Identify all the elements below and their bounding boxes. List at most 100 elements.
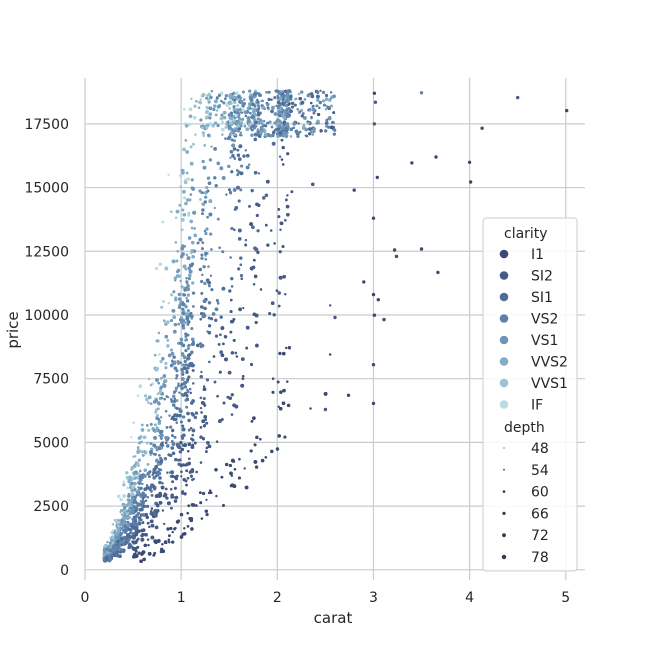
data-point: [207, 134, 210, 137]
data-point: [246, 154, 249, 157]
data-point: [244, 125, 246, 127]
data-point: [237, 267, 240, 270]
data-point: [277, 381, 280, 384]
data-point: [132, 421, 134, 423]
data-point: [160, 416, 162, 418]
data-point: [223, 116, 227, 120]
data-point: [182, 364, 185, 367]
data-point: [181, 490, 184, 493]
data-point: [274, 129, 277, 132]
data-point: [213, 104, 216, 107]
data-point: [190, 98, 192, 100]
data-point: [313, 109, 316, 112]
data-point: [225, 126, 228, 129]
data-point: [185, 280, 188, 283]
data-point: [332, 111, 335, 114]
data-point: [257, 101, 259, 103]
data-point: [276, 447, 279, 450]
data-point: [127, 480, 130, 483]
data-point: [191, 317, 193, 319]
data-point: [164, 457, 167, 460]
data-point: [163, 523, 165, 525]
data-point: [209, 213, 213, 217]
data-point: [162, 550, 165, 553]
data-point: [206, 106, 209, 109]
data-point: [203, 166, 207, 170]
data-point: [221, 121, 223, 123]
data-point: [141, 428, 144, 431]
data-point: [192, 429, 196, 433]
data-point: [258, 107, 260, 109]
data-point: [181, 308, 184, 311]
data-point: [174, 366, 177, 369]
data-point: [271, 99, 273, 101]
data-point: [189, 270, 193, 274]
data-point: [290, 190, 293, 193]
data-point: [274, 121, 277, 124]
data-point: [272, 378, 274, 380]
data-point: [178, 391, 180, 393]
data-point: [250, 267, 254, 271]
data-point: [254, 275, 257, 278]
data-point: [171, 429, 174, 432]
data-point: [199, 318, 202, 321]
data-point: [238, 200, 241, 203]
data-point: [190, 427, 192, 429]
data-point: [192, 187, 195, 190]
data-point: [230, 310, 233, 313]
data-point: [183, 108, 185, 110]
data-point: [294, 104, 297, 107]
data-point: [184, 349, 187, 352]
data-point: [329, 304, 331, 306]
data-point: [279, 407, 282, 410]
data-point: [221, 326, 225, 330]
data-point: [202, 160, 205, 163]
data-point: [192, 143, 195, 146]
data-point: [192, 382, 195, 385]
data-point: [242, 377, 245, 380]
data-point: [181, 229, 183, 231]
data-point: [220, 91, 224, 95]
data-point: [195, 100, 197, 102]
data-point: [206, 252, 208, 254]
data-point: [262, 196, 265, 199]
data-point: [229, 107, 231, 109]
data-point: [172, 403, 175, 406]
data-point: [239, 188, 242, 191]
data-point: [199, 501, 202, 504]
data-point: [212, 108, 215, 111]
data-point: [257, 92, 260, 95]
data-point: [286, 194, 288, 196]
data-point: [165, 335, 168, 338]
data-point: [143, 436, 147, 440]
data-point: [229, 191, 232, 194]
data-point: [255, 321, 258, 324]
data-point: [178, 204, 180, 206]
data-point: [274, 112, 278, 116]
data-point: [231, 138, 234, 141]
data-point: [282, 245, 285, 248]
data-point: [294, 98, 296, 100]
data-point: [164, 540, 168, 544]
data-point: [143, 494, 147, 498]
data-point: [202, 265, 205, 268]
data-point: [151, 536, 155, 540]
data-point: [219, 166, 223, 170]
data-point: [306, 135, 308, 137]
data-point: [172, 290, 175, 293]
data-point: [202, 492, 205, 495]
data-point: [200, 257, 203, 260]
data-point: [228, 188, 231, 191]
data-point: [283, 436, 286, 439]
data-point: [210, 145, 212, 147]
data-point: [236, 169, 238, 171]
data-point: [214, 100, 218, 104]
data-point: [250, 189, 253, 192]
data-point: [200, 280, 203, 283]
data-point: [310, 102, 312, 104]
data-point: [181, 371, 184, 374]
data-point: [202, 315, 205, 318]
data-point: [154, 431, 156, 433]
data-point: [206, 228, 209, 231]
data-point: [187, 177, 190, 180]
